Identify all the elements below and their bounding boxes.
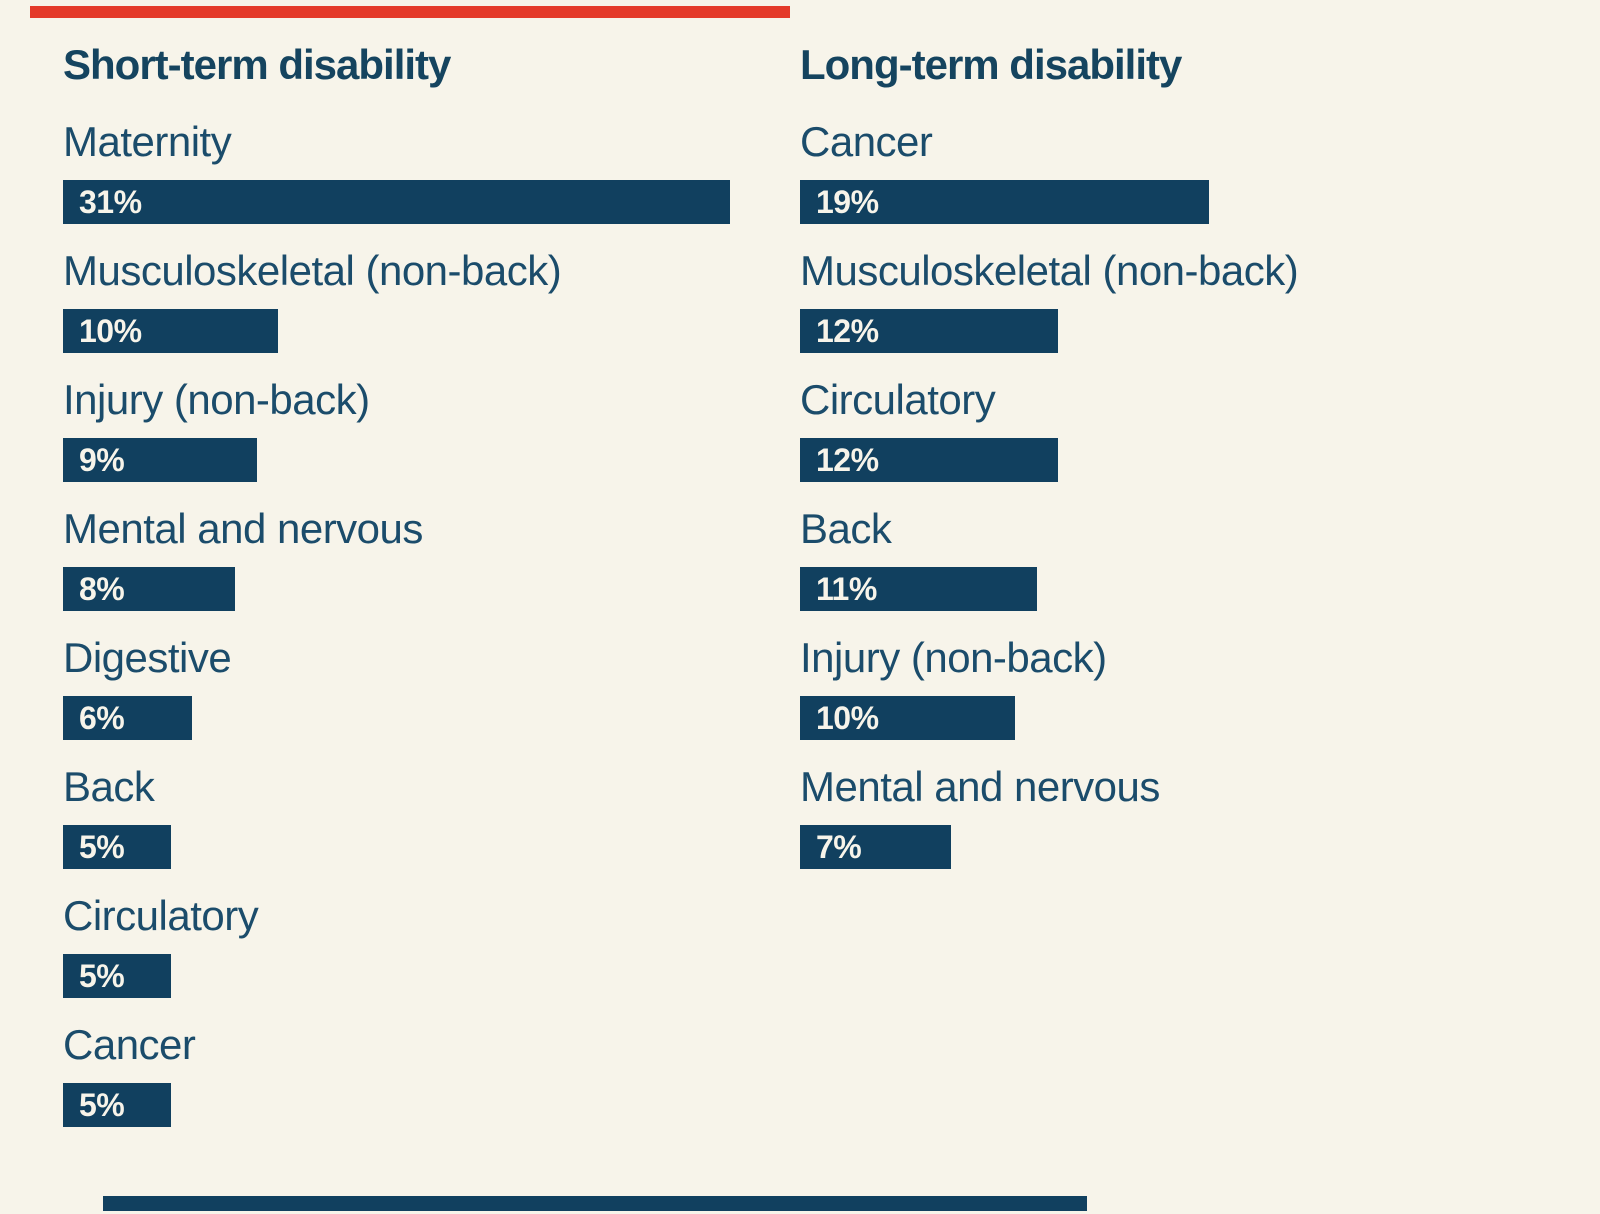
bar-value-label: 12% — [816, 441, 879, 478]
cropped-element-top — [30, 6, 790, 18]
chart-title-long-term: Long-term disability — [800, 41, 1182, 88]
bar-row: Cancer 19% — [800, 120, 1560, 249]
bar: 12% — [800, 438, 1058, 482]
cropped-element-bottom — [103, 1196, 1087, 1211]
bar-track: 19% — [800, 180, 1560, 224]
bar-row: Circulatory 12% — [800, 378, 1560, 507]
bar: 5% — [63, 954, 171, 998]
chart-title-short-term: Short-term disability — [63, 41, 451, 88]
bar-track: 6% — [63, 696, 800, 740]
bar-value-label: 10% — [79, 312, 142, 349]
bar-track: 5% — [63, 954, 800, 998]
bar-track: 10% — [63, 309, 800, 353]
bar-row: Musculoskeletal (non-back) 12% — [800, 249, 1560, 378]
bar: 6% — [63, 696, 192, 740]
bar-category-label: Circulatory — [800, 376, 996, 423]
bar-category-label: Back — [800, 505, 892, 552]
bar-value-label: 7% — [816, 828, 862, 865]
chart-column-long-term: Long-term disability Cancer 19% Musculos… — [800, 42, 1560, 1152]
bar-row: Cancer 5% — [63, 1023, 800, 1152]
bar-value-label: 11% — [816, 570, 877, 607]
bar-category-label: Back — [63, 763, 155, 810]
bar-value-label: 19% — [816, 183, 879, 220]
bar-value-label: 5% — [79, 1086, 125, 1123]
bar-value-label: 5% — [79, 828, 125, 865]
bar-category-label: Cancer — [63, 1021, 196, 1068]
bar-track: 7% — [800, 825, 1560, 869]
bar: 11% — [800, 567, 1037, 611]
bar-row: Digestive 6% — [63, 636, 800, 765]
bar-category-label: Musculoskeletal (non-back) — [63, 247, 562, 294]
bar-value-label: 12% — [816, 312, 879, 349]
bar-track: 8% — [63, 567, 800, 611]
bar-track: 31% — [63, 180, 800, 224]
bar-rows-long-term: Cancer 19% Musculoskeletal (non-back) 12… — [800, 120, 1560, 894]
bar-row: Maternity 31% — [63, 120, 800, 249]
bar: 12% — [800, 309, 1058, 353]
bar: 10% — [63, 309, 278, 353]
bar: 5% — [63, 825, 171, 869]
bar-track: 10% — [800, 696, 1560, 740]
bar-value-label: 5% — [79, 957, 125, 994]
bar-value-label: 9% — [79, 441, 125, 478]
bar-row: Musculoskeletal (non-back) 10% — [63, 249, 800, 378]
bar: 9% — [63, 438, 257, 482]
bar-category-label: Cancer — [800, 118, 933, 165]
bar-category-label: Musculoskeletal (non-back) — [800, 247, 1299, 294]
bar-track: 5% — [63, 825, 800, 869]
bar-row: Back 5% — [63, 765, 800, 894]
bar: 7% — [800, 825, 951, 869]
chart-column-short-term: Short-term disability Maternity 31% Musc… — [63, 42, 800, 1152]
bar-track: 12% — [800, 438, 1560, 482]
bar-row: Mental and nervous 7% — [800, 765, 1560, 894]
bar-track: 11% — [800, 567, 1560, 611]
bar-row: Injury (non-back) 10% — [800, 636, 1560, 765]
bar-row: Mental and nervous 8% — [63, 507, 800, 636]
bar-category-label: Mental and nervous — [800, 763, 1160, 810]
bar-category-label: Injury (non-back) — [63, 376, 370, 423]
bar-value-label: 10% — [816, 699, 879, 736]
bar-track: 9% — [63, 438, 800, 482]
bar-category-label: Mental and nervous — [63, 505, 423, 552]
bar: 19% — [800, 180, 1209, 224]
bar-value-label: 6% — [79, 699, 125, 736]
bar: 31% — [63, 180, 730, 224]
bar-category-label: Injury (non-back) — [800, 634, 1107, 681]
bar-row: Circulatory 5% — [63, 894, 800, 1023]
bar-track: 12% — [800, 309, 1560, 353]
bar: 8% — [63, 567, 235, 611]
bar-rows-short-term: Maternity 31% Musculoskeletal (non-back)… — [63, 120, 800, 1152]
bar: 5% — [63, 1083, 171, 1127]
bar-value-label: 31% — [79, 183, 142, 220]
bar-category-label: Digestive — [63, 634, 232, 681]
disability-charts: Short-term disability Maternity 31% Musc… — [63, 42, 1560, 1152]
bar-category-label: Maternity — [63, 118, 232, 165]
bar-row: Injury (non-back) 9% — [63, 378, 800, 507]
bar-category-label: Circulatory — [63, 892, 259, 939]
bar: 10% — [800, 696, 1015, 740]
bar-value-label: 8% — [79, 570, 125, 607]
bar-track: 5% — [63, 1083, 800, 1127]
bar-row: Back 11% — [800, 507, 1560, 636]
